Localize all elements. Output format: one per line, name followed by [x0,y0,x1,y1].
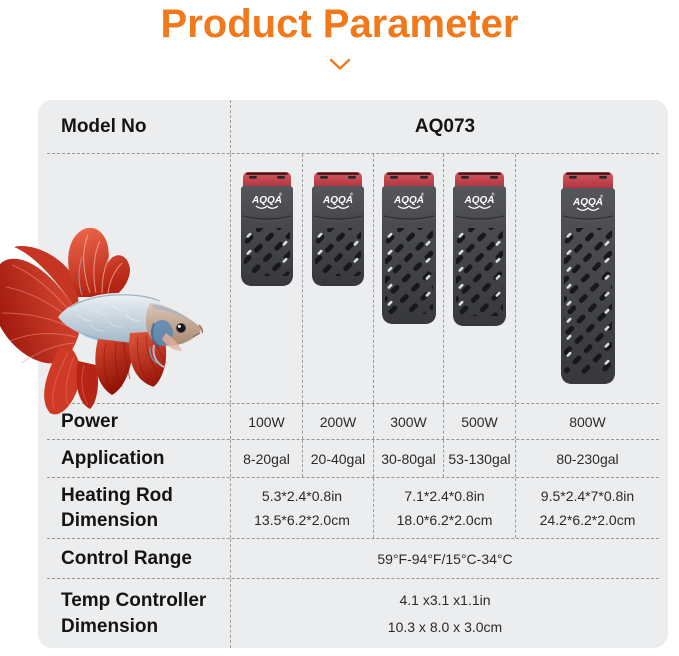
svg-text:AQQA: AQQA [393,195,424,206]
table-row-heating-rod-dimension: Heating Rod Dimension 5.3*2.4*0.8in 13.5*6.… [47,477,659,538]
svg-text:AQQA: AQQA [322,195,353,206]
svg-text:®: ® [491,191,495,197]
aqqa-logo: AQQA ® [322,191,354,209]
heating-rod-cm: 18.0*6.2*2.0cm [396,512,493,528]
product-image-300W: AQQA ® [373,154,443,403]
application-value-200W: 20-40gal [302,440,373,477]
application-value-800W: 80-230gal [515,440,659,477]
heater-product-svg: AQQA ® [312,172,364,286]
product-image-500W: AQQA ® [443,154,515,403]
svg-text:®: ® [278,191,282,197]
table-row-temp-controller-dimension: Temp Controller Dimension 4.1 x3.1 x1.1i… [47,578,659,648]
table-row-model: Model No AQ073 [47,100,659,153]
power-value-300W: 300W [373,404,443,439]
heating-rod-label-line1: Heating Rod [61,484,173,506]
heating-rod-inches: 5.3*2.4*0.8in [261,487,343,504]
product-parameter-table: Model No AQ073 [38,100,668,648]
application-value-300W: 30-80gal [373,440,443,477]
heating-rod-value-1: 5.3*2.4*0.8in 13.5*6.2*2.0cm [230,478,373,538]
svg-text:®: ® [420,191,424,197]
power-value-500W: 500W [443,404,515,439]
heater-product-svg: AQQA ® [560,172,615,384]
table-row-product-images: AQQA ® [47,153,659,403]
table-row-control-range: Control Range 59°F-94°F/15°C-34°C [47,538,659,578]
temp-controller-label: Temp Controller Dimension [47,579,230,648]
heater-product-svg: AQQA ® [453,172,506,326]
heater-product-svg: AQQA ® [240,172,293,286]
model-value: AQ073 [230,100,659,153]
heating-rod-inches: 9.5*2.4*7*0.8in [540,487,635,504]
svg-text:AQQA: AQQA [572,197,603,208]
control-range-value: 59°F-94°F/15°C-34°C [230,539,659,578]
power-value-800W: 800W [515,404,659,439]
aqqa-logo: AQQA ® [464,191,495,209]
page-title: Product Parameter [160,2,519,46]
temp-controller-value-inches: 4.1 x3.1 x1.1in [399,591,491,608]
temp-controller-value: 4.1 x3.1 x1.1in 10.3 x 8.0 x 3.0cm [230,579,659,648]
heater-product-svg: AQQA ® [381,172,436,324]
heating-rod-value-2: 7.1*2.4*0.8in 18.0*6.2*2.0cm [373,478,515,538]
product-image-200W: AQQA ® [302,154,373,403]
heating-rod-value-3: 9.5*2.4*7*0.8in 24.2*6.2*2.0cm [515,478,659,538]
control-range-label: Control Range [61,547,192,569]
betta-fish-svg [0,227,204,415]
betta-fish-image [0,221,219,421]
svg-text:AQQA: AQQA [464,195,495,206]
heating-rod-label: Heating Rod Dimension [47,478,230,538]
table-row-application: Application 8-20gal 20-40gal 30-80gal 53-130… [47,439,659,477]
heating-rod-cm: 24.2*6.2*2.0cm [539,512,636,528]
heating-rod-label-line2: Dimension [61,510,159,531]
product-image-800W: AQQA ® [515,154,659,403]
application-value-100W: 8-20gal [230,440,302,477]
power-label: Power [61,410,119,432]
application-value-500W: 53-130gal [443,440,515,477]
application-label: Application [61,447,165,469]
aqqa-logo: AQQA ® [251,191,282,209]
chevron-down-icon [0,58,679,76]
temp-controller-label-line1: Temp Controller [61,590,207,612]
svg-text:®: ® [350,191,354,197]
power-value-200W: 200W [302,404,373,439]
svg-text:AQQA: AQQA [251,195,282,206]
heating-rod-inches: 7.1*2.4*0.8in [404,487,485,504]
svg-text:®: ® [599,193,603,199]
temp-controller-value-cm: 10.3 x 8.0 x 3.0cm [387,618,503,635]
product-image-100W: AQQA ® [230,154,302,403]
aqqa-logo: AQQA ® [393,191,424,209]
table-row-power: Power 100W 200W 300W 500W 800W [47,403,659,439]
heating-rod-cm: 13.5*6.2*2.0cm [254,512,350,528]
aqqa-logo: AQQA ® [572,193,603,211]
temp-controller-label-line2: Dimension [61,615,159,637]
power-value-100W: 100W [230,404,302,439]
model-label: Model No [61,115,147,137]
